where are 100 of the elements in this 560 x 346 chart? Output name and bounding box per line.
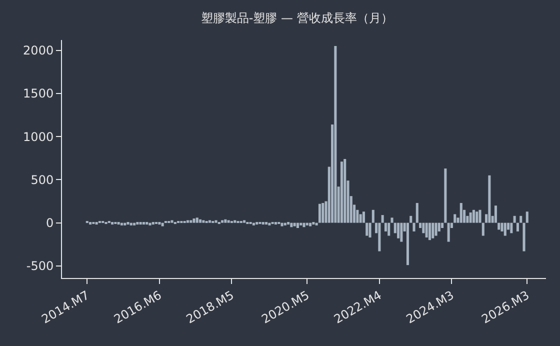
y-tick-label: 1500 xyxy=(23,86,54,101)
bar xyxy=(378,222,381,252)
bar xyxy=(170,220,174,223)
bar xyxy=(522,222,526,252)
bar xyxy=(161,222,164,226)
bar xyxy=(142,222,145,225)
y-tick-label: -500 xyxy=(26,259,54,274)
bar xyxy=(318,204,321,223)
bar xyxy=(362,212,365,223)
bar xyxy=(252,222,255,226)
bar xyxy=(221,220,224,223)
bar xyxy=(186,220,189,223)
bar xyxy=(368,222,372,238)
bar xyxy=(478,210,482,223)
bar xyxy=(152,222,154,225)
bar xyxy=(133,222,136,226)
bar xyxy=(296,222,299,228)
bar xyxy=(312,222,315,225)
bar xyxy=(416,202,418,223)
bar xyxy=(287,222,290,225)
bar xyxy=(302,222,306,228)
y-tick-label: 0 xyxy=(46,216,54,230)
bar xyxy=(412,222,416,232)
bar xyxy=(111,222,114,225)
bar xyxy=(406,222,409,266)
bar xyxy=(158,222,161,225)
bar xyxy=(526,212,528,223)
bar xyxy=(306,222,308,226)
bar xyxy=(130,222,132,226)
bar xyxy=(344,159,346,223)
bar xyxy=(208,220,211,223)
bar xyxy=(268,222,271,226)
bar xyxy=(428,222,431,240)
bar xyxy=(359,214,362,223)
bar xyxy=(498,222,500,230)
bar xyxy=(381,215,384,223)
bar xyxy=(410,216,412,223)
bar xyxy=(300,222,302,226)
bar xyxy=(202,220,205,223)
bar xyxy=(274,222,277,225)
bar xyxy=(434,222,438,236)
bar xyxy=(243,220,246,223)
bar xyxy=(192,218,196,223)
bar xyxy=(372,210,374,223)
bar xyxy=(510,222,513,234)
bar xyxy=(366,222,368,236)
bar xyxy=(388,222,390,236)
bar xyxy=(315,222,318,226)
bar xyxy=(390,218,394,223)
bar xyxy=(513,216,516,223)
bar xyxy=(256,222,258,225)
bar xyxy=(441,222,444,228)
bar xyxy=(340,162,343,223)
bar xyxy=(120,222,123,226)
bar xyxy=(148,222,152,226)
bar xyxy=(454,214,456,223)
bar xyxy=(234,220,236,223)
bar xyxy=(190,220,192,223)
bar xyxy=(262,222,264,225)
bar xyxy=(504,222,506,236)
bar xyxy=(265,222,268,225)
bar xyxy=(136,222,139,225)
bar xyxy=(516,222,519,232)
bar xyxy=(309,222,312,226)
bar xyxy=(280,222,284,226)
bar xyxy=(139,222,142,225)
bar xyxy=(494,206,497,223)
y-tick-label: 1000 xyxy=(23,130,54,144)
bar xyxy=(488,175,491,223)
bar xyxy=(422,222,425,234)
bar xyxy=(214,220,218,223)
bar xyxy=(482,222,484,236)
bar xyxy=(460,202,462,223)
bar xyxy=(293,222,296,226)
bar xyxy=(334,46,337,223)
bar xyxy=(397,222,400,238)
bar xyxy=(95,222,98,225)
bar xyxy=(199,219,202,223)
bar xyxy=(476,212,478,223)
bar xyxy=(469,212,472,223)
bar xyxy=(146,222,148,225)
bar xyxy=(196,218,198,223)
bar xyxy=(520,216,522,223)
y-tick-label: 500 xyxy=(30,172,54,187)
bar xyxy=(126,222,130,225)
bar xyxy=(400,222,403,242)
bar xyxy=(472,210,475,223)
bar xyxy=(290,222,293,228)
bar xyxy=(322,202,324,223)
bar xyxy=(89,222,92,225)
bar xyxy=(124,222,126,226)
chart-title: 塑膠製品-塑膠 — 營收成長率（月） xyxy=(200,11,393,26)
bar xyxy=(224,219,227,223)
bar xyxy=(284,222,286,226)
bar xyxy=(432,222,434,238)
bar xyxy=(227,220,230,223)
bar xyxy=(425,222,428,238)
y-tick-label: 2000 xyxy=(23,44,54,58)
bar xyxy=(444,168,447,223)
bar xyxy=(447,222,450,242)
